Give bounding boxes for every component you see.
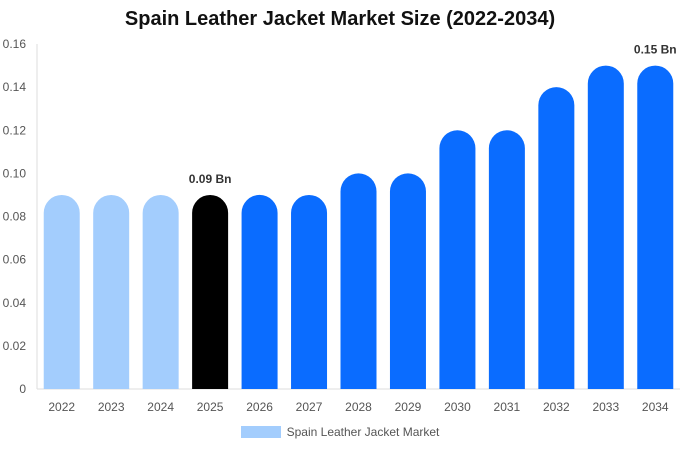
x-tick-label: 2030 <box>444 400 471 414</box>
bar-2030[interactable] <box>439 130 476 390</box>
x-tick-label: 2031 <box>494 400 521 414</box>
bar-2023[interactable] <box>93 194 130 389</box>
y-tick-label: 0.06 <box>3 253 27 267</box>
data-label: 0.09 Bn <box>189 172 232 186</box>
bar-2024[interactable] <box>142 194 179 389</box>
y-tick-label: 0.08 <box>3 210 27 224</box>
bar-2022[interactable] <box>43 194 80 389</box>
y-tick-label: 0.10 <box>3 166 27 180</box>
y-tick-label: 0 <box>19 382 26 396</box>
y-tick-label: 0.02 <box>3 339 27 353</box>
y-tick-label: 0.14 <box>3 80 27 94</box>
bar-2028[interactable] <box>340 173 377 389</box>
data-label: 0.15 Bn <box>634 43 677 57</box>
chart-title: Spain Leather Jacket Market Size (2022-2… <box>124 8 556 30</box>
x-tick-label: 2026 <box>246 400 273 414</box>
legend[interactable]: Spain Leather Jacket Market <box>0 425 680 439</box>
y-tick-label: 0.04 <box>3 296 27 310</box>
legend-label: Spain Leather Jacket Market <box>286 425 440 439</box>
x-tick-label: 2033 <box>592 400 619 414</box>
bar-2026[interactable] <box>241 194 278 389</box>
bar-2025[interactable] <box>192 194 229 389</box>
x-tick-label: 2022 <box>48 400 75 414</box>
bar-2027[interactable] <box>291 194 328 389</box>
x-tick-label: 2032 <box>543 400 570 414</box>
bar-2031[interactable] <box>488 130 525 389</box>
x-tick-label: 2027 <box>296 400 323 414</box>
legend-swatch <box>240 426 281 438</box>
x-tick-label: 2028 <box>345 400 372 414</box>
bar-2033[interactable] <box>587 65 624 389</box>
x-tick-label: 2029 <box>395 400 422 414</box>
x-tick-label: 2023 <box>98 400 125 414</box>
x-tick-label: 2024 <box>147 400 174 414</box>
bar-2032[interactable] <box>538 87 575 389</box>
x-tick-label: 2034 <box>642 400 669 414</box>
y-tick-label: 0.16 <box>3 37 27 51</box>
bar-2029[interactable] <box>389 173 426 389</box>
x-tick-label: 2025 <box>197 400 224 414</box>
bar-2034[interactable] <box>637 65 674 389</box>
y-tick-label: 0.12 <box>3 123 27 137</box>
